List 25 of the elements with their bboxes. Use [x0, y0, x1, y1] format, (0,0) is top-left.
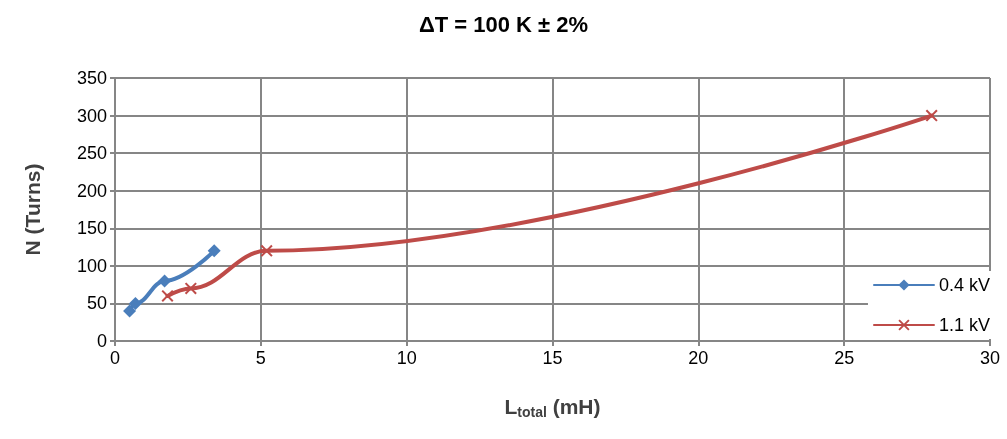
y-axis-title: N (Turns) — [21, 163, 44, 256]
point — [123, 304, 137, 318]
x-tick-label: 0 — [109, 348, 121, 368]
x-tick-label: 20 — [688, 348, 709, 368]
y-tick-label: 50 — [86, 293, 107, 314]
legend-label: 0.4 kV — [938, 275, 990, 295]
point — [128, 296, 142, 310]
y-tick-label: 0 — [96, 331, 107, 351]
y-tick-label: 100 — [76, 255, 107, 276]
x-tick-label: 30 — [979, 348, 1001, 368]
point — [925, 109, 938, 122]
y-tick-label: 250 — [76, 143, 107, 164]
point — [158, 274, 172, 288]
y-tick-label: 150 — [76, 218, 107, 239]
x-tick-label: 15 — [542, 348, 563, 368]
x-tick-label: 10 — [396, 348, 417, 368]
y-tick-label: 200 — [76, 180, 107, 201]
legend-label: 1.1 kV — [938, 315, 990, 335]
y-tick-label: 300 — [76, 105, 107, 126]
point — [161, 289, 174, 302]
chart-title: ΔT = 100 K ± 2% — [418, 11, 589, 37]
point — [207, 244, 221, 258]
x-tick-label: 5 — [255, 348, 266, 368]
y-tick-label: 350 — [76, 68, 107, 88]
x-tick-label: 25 — [834, 348, 855, 368]
